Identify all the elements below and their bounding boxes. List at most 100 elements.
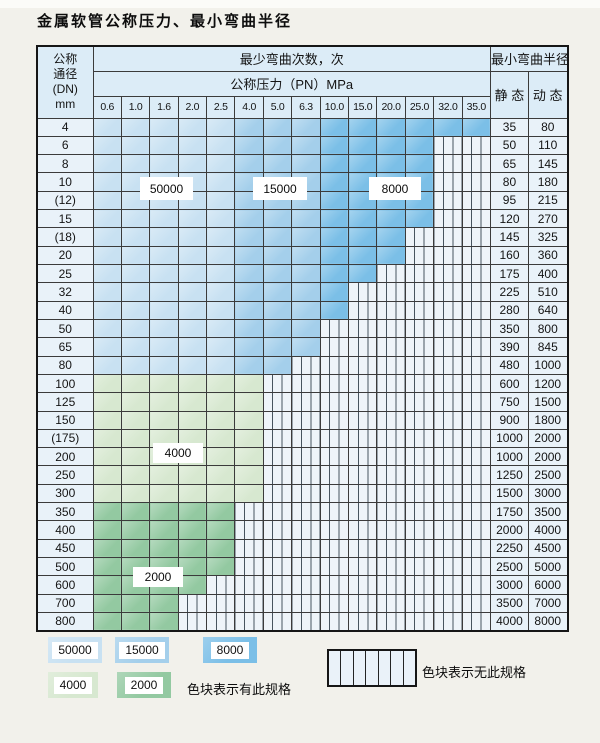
static-radius-value: 1250	[489, 465, 529, 485]
dynamic-radius-value: 4500	[527, 538, 569, 559]
no-spec-cell	[376, 575, 406, 595]
dynamic-radius-value: 215	[527, 190, 569, 211]
no-spec-cell	[461, 593, 491, 613]
pressure-col-35.0: 35.0	[461, 95, 491, 119]
spec-cell	[92, 410, 122, 430]
spec-cell	[177, 410, 208, 430]
static-radius-value: 80	[489, 172, 529, 192]
spec-cell	[177, 575, 208, 595]
no-spec-cell	[404, 611, 435, 632]
spec-cell	[92, 502, 122, 522]
dn-label: 100	[36, 373, 94, 394]
no-spec-cell	[376, 611, 406, 632]
legend-chip-8000: 8000	[203, 637, 257, 663]
dn-label: 32	[36, 282, 94, 302]
no-spec-cell	[348, 483, 378, 504]
pressure-col-6.3: 6.3	[291, 95, 321, 119]
no-spec-cell	[319, 483, 350, 504]
no-spec-cell	[404, 502, 435, 522]
dynamic-radius-value: 80	[527, 117, 569, 137]
static-radius-value: 2000	[489, 520, 529, 540]
no-spec-cell	[291, 593, 321, 613]
spec-cell	[291, 227, 321, 247]
spec-cell	[262, 154, 293, 174]
no-spec-cell	[404, 318, 435, 339]
dn-label: 20	[36, 245, 94, 266]
spec-cell	[206, 172, 236, 192]
static-radius-value: 480	[489, 355, 529, 375]
no-spec-cell	[262, 520, 293, 540]
spec-cell	[92, 318, 122, 339]
dn-label: 8	[36, 154, 94, 174]
spec-cell	[206, 428, 236, 449]
no-spec-cell	[376, 556, 406, 577]
no-spec-cell	[348, 520, 378, 540]
static-radius-value: 3000	[489, 575, 529, 595]
pressure-col-32.0: 32.0	[433, 95, 463, 119]
dn-header-cell: 公称 通径 (DN) mm	[36, 45, 94, 119]
no-spec-cell	[262, 556, 293, 577]
spec-cell	[348, 135, 378, 156]
legend-chip-label: 50000	[52, 641, 98, 659]
spec-cell	[177, 300, 208, 320]
dn-label: 6	[36, 135, 94, 156]
dynamic-radius-value: 3500	[527, 502, 569, 522]
no-spec-cell	[404, 263, 435, 284]
spec-cell	[319, 209, 350, 229]
spec-cell	[206, 318, 236, 339]
spec-cell	[177, 245, 208, 266]
no-spec-cell	[433, 575, 463, 595]
no-spec-cell	[177, 593, 208, 613]
table-row-dn-700: 700 3500 7000	[36, 593, 569, 613]
no-spec-cell	[348, 556, 378, 577]
no-spec-cell	[461, 611, 491, 632]
table-row-dn-250: 250 1250 2500	[36, 465, 569, 485]
spec-cell	[149, 117, 179, 137]
spec-cell	[234, 392, 264, 412]
no-spec-cell	[291, 410, 321, 430]
dynamic-radius-value: 2000	[527, 428, 569, 449]
no-spec-cell	[404, 428, 435, 449]
no-spec-cell	[404, 227, 435, 247]
dn-label: 15	[36, 209, 94, 229]
no-spec-cell	[461, 373, 491, 394]
spec-cell	[120, 263, 151, 284]
spec-cell	[92, 190, 122, 211]
spec-cell	[120, 538, 151, 559]
spec-cell	[234, 483, 264, 504]
spec-cell	[319, 227, 350, 247]
no-spec-cell	[404, 282, 435, 302]
no-spec-cell	[319, 593, 350, 613]
spec-cell	[206, 209, 236, 229]
no-spec-cell	[433, 428, 463, 449]
no-spec-cell	[376, 282, 406, 302]
no-spec-cell	[262, 447, 293, 467]
no-spec-cell	[376, 465, 406, 485]
pressure-col-1.6: 1.6	[149, 95, 179, 119]
spec-cell	[262, 227, 293, 247]
spec-cell	[262, 355, 293, 375]
no-spec-cell	[319, 575, 350, 595]
spec-cell	[206, 135, 236, 156]
dynamic-radius-value: 5000	[527, 556, 569, 577]
no-spec-cell	[461, 355, 491, 375]
spec-cell	[433, 117, 463, 137]
static-radius-value: 3500	[489, 593, 529, 613]
no-spec-cell	[461, 209, 491, 229]
pressure-values-row: 0.6 1.0 1.6 2.0 2.5 4.0 5.0 6.3 10.0 15.0 20.0 25.0…	[37, 95, 568, 119]
no-spec-cell	[404, 556, 435, 577]
table-row-dn-50: 50 350 800	[36, 318, 569, 339]
spec-cell	[177, 209, 208, 229]
no-spec-cell	[291, 373, 321, 394]
dn-label: 25	[36, 263, 94, 284]
spec-cell	[149, 300, 179, 320]
no-spec-cell	[433, 355, 463, 375]
dn-label: 50	[36, 318, 94, 339]
no-spec-cell	[433, 502, 463, 522]
no-spec-cell	[461, 245, 491, 266]
spec-cell	[120, 117, 151, 137]
spec-cell	[206, 300, 236, 320]
table-row-dn-20: 20 160 360	[36, 245, 569, 266]
no-spec-cell	[262, 593, 293, 613]
spec-cell	[177, 135, 208, 156]
